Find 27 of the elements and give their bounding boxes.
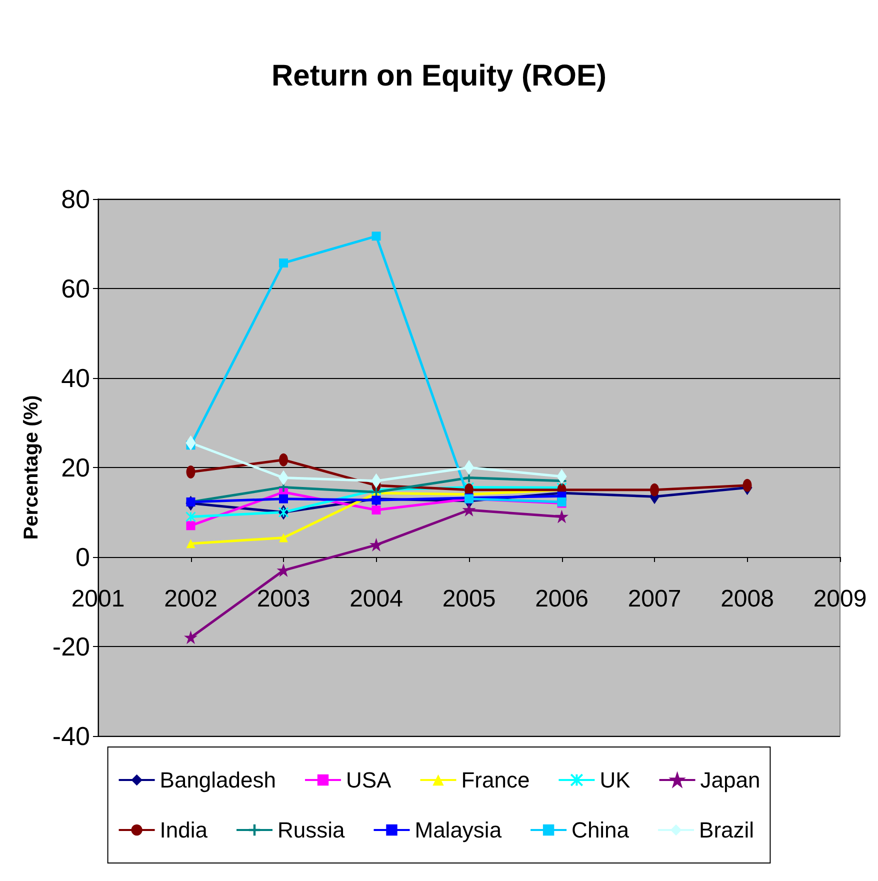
y-tick-label: 0 bbox=[76, 542, 90, 572]
x-tick-label: 2003 bbox=[256, 586, 310, 612]
y-tick-label: 80 bbox=[61, 184, 90, 214]
legend-label: France bbox=[461, 768, 530, 792]
x-tick-label: 2005 bbox=[442, 586, 496, 612]
legend-label: UK bbox=[600, 768, 631, 792]
x-tick-label: 2007 bbox=[628, 586, 682, 612]
legend-label: Malaysia bbox=[414, 818, 502, 842]
x-tick-label: 2006 bbox=[535, 586, 588, 612]
legend-label: Japan bbox=[700, 768, 760, 792]
x-tick-label: 2008 bbox=[720, 586, 774, 612]
y-tick-label: -20 bbox=[52, 632, 90, 662]
legend-label: Russia bbox=[277, 818, 346, 842]
y-tick-label: 20 bbox=[61, 452, 90, 482]
chart-title: Return on Equity (ROE) bbox=[272, 60, 606, 92]
y-tick-label: -40 bbox=[52, 721, 90, 751]
legend-label: Bangladesh bbox=[160, 768, 276, 792]
y-tick-label: 60 bbox=[61, 274, 90, 304]
x-tick-label: 2004 bbox=[350, 586, 403, 612]
legend-label: China bbox=[572, 818, 630, 842]
legend-label: Brazil bbox=[699, 818, 754, 842]
y-tick-label: 40 bbox=[61, 363, 90, 393]
legend-label: India bbox=[160, 818, 208, 842]
x-tick-label: 2009 bbox=[813, 586, 867, 612]
legend-label: USA bbox=[346, 768, 392, 792]
y-axis-title: Percentage (%) bbox=[20, 395, 43, 540]
x-tick-label: 2002 bbox=[164, 586, 218, 612]
